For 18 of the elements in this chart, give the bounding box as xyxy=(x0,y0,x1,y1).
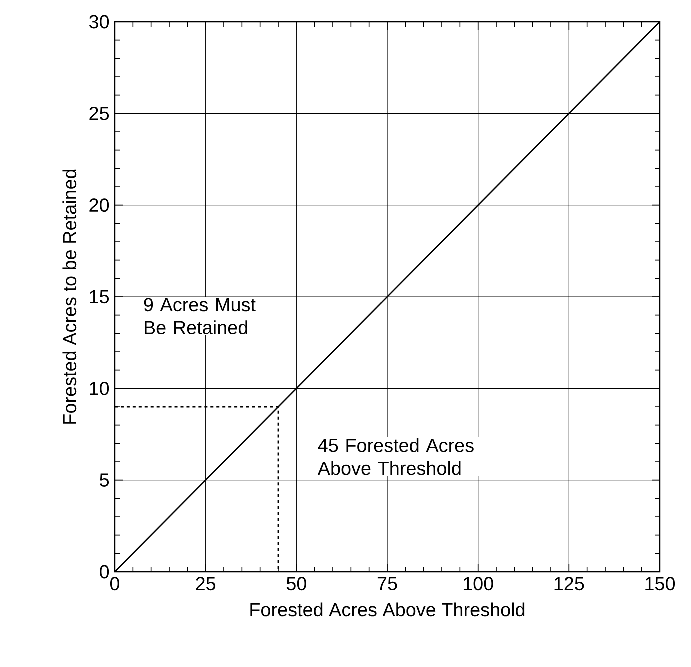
x-tick-label: 100 xyxy=(464,577,494,591)
y-axis-title: Forested Acres to be Retained xyxy=(62,170,77,424)
x-axis-title: Forested Acres Above Threshold xyxy=(250,602,525,617)
y-tick-label: 25 xyxy=(90,106,110,120)
x-tick-label: 0 xyxy=(110,577,120,591)
x-tick-label: 50 xyxy=(286,577,306,591)
x-tick-label: 25 xyxy=(196,577,216,591)
y-tick-label: 10 xyxy=(90,382,110,396)
x-tick-label: 125 xyxy=(554,577,584,591)
y-tick-label: 15 xyxy=(90,290,110,304)
x-tick-label: 150 xyxy=(646,577,676,591)
y-tick-label: 20 xyxy=(90,198,110,212)
y-tick-label: 5 xyxy=(100,474,110,487)
y-tick-label: 30 xyxy=(89,15,110,29)
x-tick-label: 75 xyxy=(378,577,398,590)
annotation: 9 Acres Must Be Retained xyxy=(144,298,256,335)
y-tick-label: 0 xyxy=(100,565,110,579)
annotation: 45 Forested Acres Above Threshold xyxy=(318,438,474,476)
